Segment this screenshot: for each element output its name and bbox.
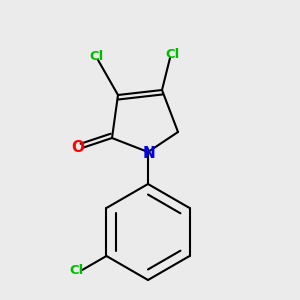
Text: Cl: Cl	[89, 50, 103, 64]
Text: O: O	[71, 140, 85, 154]
Text: Cl: Cl	[165, 49, 179, 62]
Text: N: N	[142, 146, 155, 160]
Text: Cl: Cl	[69, 265, 83, 278]
